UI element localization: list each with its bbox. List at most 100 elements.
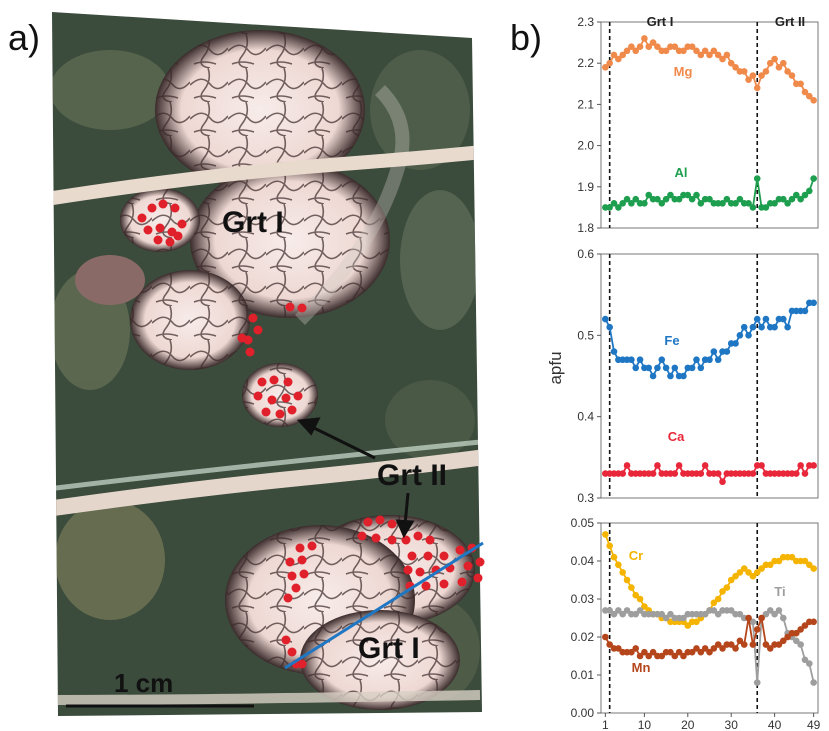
- data-point-Cr: [641, 603, 648, 610]
- analysis-spot: [307, 541, 317, 551]
- data-point-Ti: [736, 610, 744, 618]
- analysis-spot: [421, 581, 431, 591]
- data-point-Mn: [758, 614, 765, 622]
- plot-frame-bottom: [600, 522, 819, 714]
- data-point-Cr: [810, 565, 817, 572]
- data-point-Mn: [801, 622, 809, 629]
- data-point-Al: [749, 204, 757, 211]
- data-point-Mn: [615, 645, 622, 652]
- analysis-spot: [177, 219, 187, 229]
- data-point-Mn: [749, 641, 757, 648]
- data-point-Mg: [771, 55, 778, 63]
- series-label-Mn: Mn: [632, 660, 651, 675]
- data-point-Mn: [671, 652, 679, 660]
- data-point-Ti: [636, 607, 644, 614]
- data-point-Mg: [753, 84, 761, 92]
- data-point-Mn: [753, 626, 761, 633]
- y-tick-label: 2.0: [577, 139, 594, 153]
- data-point-Ca: [649, 470, 657, 477]
- data-point-Cr: [710, 599, 718, 607]
- analysis-spot: [287, 571, 297, 581]
- data-point-Mg: [615, 55, 622, 63]
- data-point-Cr: [714, 595, 722, 603]
- data-point-Al: [632, 195, 640, 203]
- analysis-spot: [253, 325, 263, 335]
- data-point-Ca: [810, 462, 817, 469]
- data-point-Mg: [636, 43, 644, 51]
- data-point-Al: [628, 199, 635, 207]
- data-point-Mg: [610, 51, 618, 59]
- x-tick-label: 20: [681, 718, 695, 731]
- photo-label-grt2: Grt II: [377, 459, 447, 492]
- y-tick-label: 0.00: [571, 706, 595, 720]
- data-point-Mg: [762, 68, 770, 75]
- data-point-Al: [684, 191, 692, 199]
- analysis-spot: [439, 551, 449, 561]
- scale-bar: 1 cm: [66, 668, 254, 708]
- data-point-Al: [615, 204, 622, 211]
- data-point-Ti: [806, 660, 813, 667]
- data-point-Mn: [697, 648, 705, 656]
- analysis-spot: [455, 545, 465, 555]
- x-tick-label: 10: [638, 718, 652, 731]
- data-point-Ca: [654, 462, 661, 469]
- data-point-Al: [697, 199, 705, 207]
- data-point-Ti: [701, 610, 709, 618]
- analysis-spot: [147, 203, 157, 213]
- data-point-Ca: [701, 462, 709, 469]
- data-point-Cr: [615, 561, 622, 569]
- data-point-Mg: [619, 51, 626, 59]
- data-point-Mn: [636, 652, 644, 660]
- data-point-Mg: [732, 64, 739, 71]
- analysis-spot: [261, 407, 271, 417]
- data-point-Mg: [810, 96, 817, 104]
- y-axis-title: apfu: [546, 351, 565, 384]
- data-point-Fe: [610, 348, 618, 355]
- analysis-spot: [297, 659, 307, 669]
- data-point-Mg: [727, 59, 735, 67]
- analysis-spot: [253, 391, 263, 401]
- analysis-spot: [473, 573, 483, 583]
- data-point-Al: [662, 195, 670, 203]
- analysis-spot: [371, 533, 381, 543]
- data-point-Mn: [606, 641, 613, 648]
- data-point-Ti: [779, 614, 787, 622]
- analysis-spots: [137, 199, 485, 669]
- data-point-Fe: [636, 356, 644, 364]
- y-tick-label: 0.5: [577, 328, 594, 342]
- data-point-Fe: [736, 332, 744, 339]
- data-point-Ti: [749, 618, 757, 626]
- analysis-spot: [281, 393, 291, 403]
- analysis-spot: [153, 235, 163, 245]
- composition-chart: 1.8 1.9 2.0 2.1 2.2 2.3 0.3 0.4 0.5 0.6 0.00 0.01 0.…: [571, 14, 821, 731]
- data-point-Cr: [749, 572, 757, 580]
- data-point-Fe: [714, 356, 722, 364]
- y-tick-label: 0.01: [571, 668, 595, 682]
- data-point-Mn: [719, 645, 726, 652]
- data-point-Ca: [671, 470, 679, 477]
- series-label-Mg: Mg: [674, 64, 693, 79]
- grt2-arrows: [296, 417, 415, 539]
- analysis-spot: [285, 557, 295, 567]
- data-point-Mg: [606, 59, 613, 67]
- analysis-spot: [387, 535, 397, 545]
- data-point-Fe: [753, 315, 761, 323]
- analysis-spot: [357, 531, 367, 541]
- arrowhead-left: [296, 417, 321, 436]
- data-point-Cr: [619, 569, 626, 576]
- analysis-spot: [457, 577, 467, 587]
- data-point-Cr: [610, 553, 618, 561]
- data-point-Mg: [654, 43, 661, 51]
- analysis-spot: [439, 579, 449, 589]
- data-point-Cr: [693, 618, 700, 626]
- data-point-Ti: [801, 656, 809, 664]
- data-point-Al: [654, 195, 661, 203]
- plot-frame-top: [600, 21, 819, 229]
- analysis-spot: [403, 565, 413, 575]
- data-point-Al: [745, 199, 752, 207]
- data-point-Ca: [675, 462, 683, 469]
- analysis-spot: [425, 535, 435, 545]
- analysis-spot: [415, 567, 425, 577]
- data-point-Ti: [606, 607, 613, 614]
